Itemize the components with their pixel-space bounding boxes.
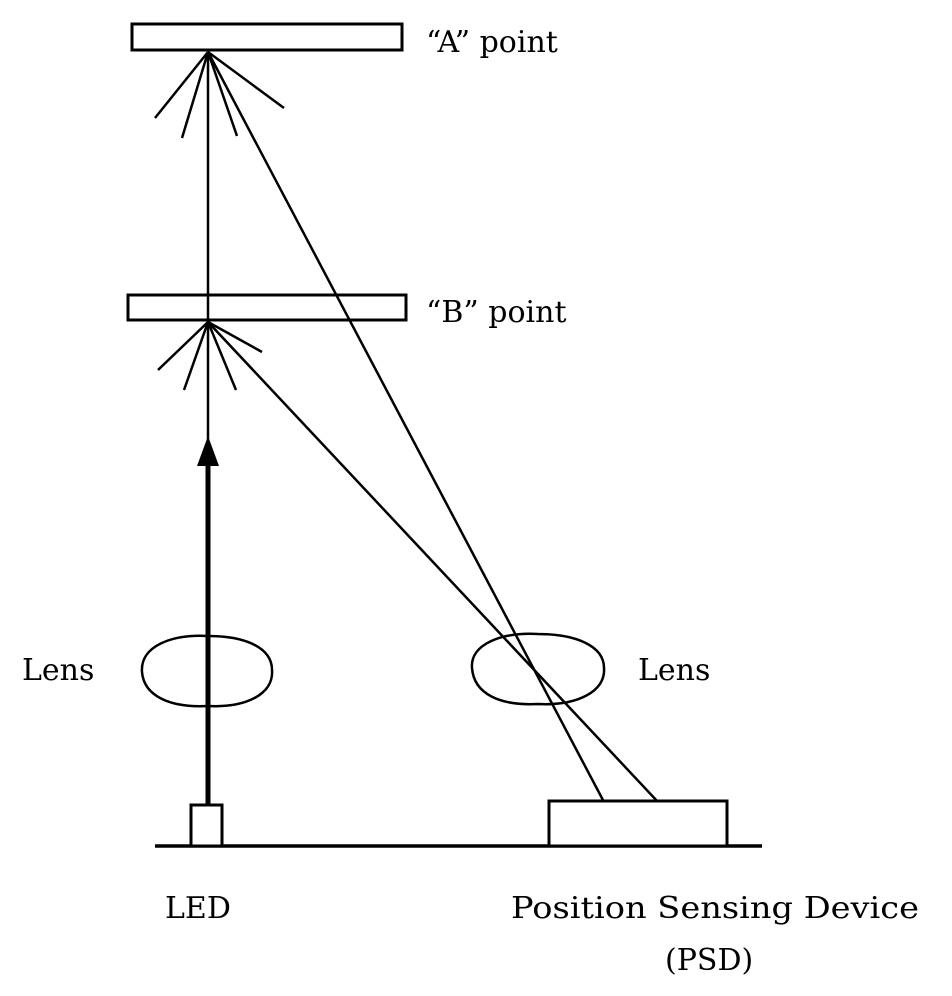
led-label: LED: [165, 891, 231, 926]
point-a-scatter-rays: [154, 50, 285, 139]
reflection-ray-a: [206, 51, 606, 803]
point-b-scatter-rays: [157, 320, 263, 391]
point-b-plate: [126, 293, 408, 322]
point-a-label: “A” point: [426, 25, 558, 60]
psd-label-line1: Position Sensing Device: [511, 891, 919, 926]
psd-box: [547, 799, 729, 848]
lens-right-shape: [470, 632, 606, 706]
led-box: [189, 803, 224, 848]
reflection-ray-b: [207, 321, 659, 803]
lens-left-shape: [140, 634, 274, 708]
point-a-plate: [130, 22, 404, 52]
led-beam-arrowhead: [197, 436, 219, 466]
lens-right-label: Lens: [638, 653, 710, 688]
point-b-label: “B” point: [426, 295, 567, 330]
lens-left-label: Lens: [22, 653, 94, 688]
psd-label-line2: (PSD): [665, 943, 753, 978]
